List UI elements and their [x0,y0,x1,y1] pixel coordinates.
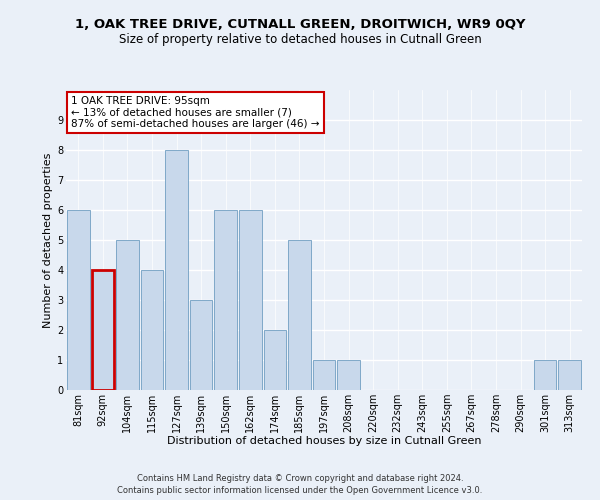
Bar [165,150,188,390]
Bar [239,210,262,390]
Text: 1, OAK TREE DRIVE, CUTNALL GREEN, DROITWICH, WR9 0QY: 1, OAK TREE DRIVE, CUTNALL GREEN, DROITW… [75,18,525,30]
Bar [337,360,360,390]
Text: Contains public sector information licensed under the Open Government Licence v3: Contains public sector information licen… [118,486,482,495]
Bar [263,330,286,390]
Bar [190,300,212,390]
Bar [140,270,163,390]
Text: Contains HM Land Registry data © Crown copyright and database right 2024.: Contains HM Land Registry data © Crown c… [137,474,463,483]
X-axis label: Distribution of detached houses by size in Cutnall Green: Distribution of detached houses by size … [167,436,481,446]
Bar [313,360,335,390]
Bar [214,210,237,390]
Y-axis label: Number of detached properties: Number of detached properties [43,152,53,328]
Bar [534,360,556,390]
Bar [288,240,311,390]
Bar [116,240,139,390]
Bar [92,270,114,390]
Text: Size of property relative to detached houses in Cutnall Green: Size of property relative to detached ho… [119,32,481,46]
Bar [67,210,89,390]
Bar [559,360,581,390]
Text: 1 OAK TREE DRIVE: 95sqm
← 13% of detached houses are smaller (7)
87% of semi-det: 1 OAK TREE DRIVE: 95sqm ← 13% of detache… [71,96,320,129]
